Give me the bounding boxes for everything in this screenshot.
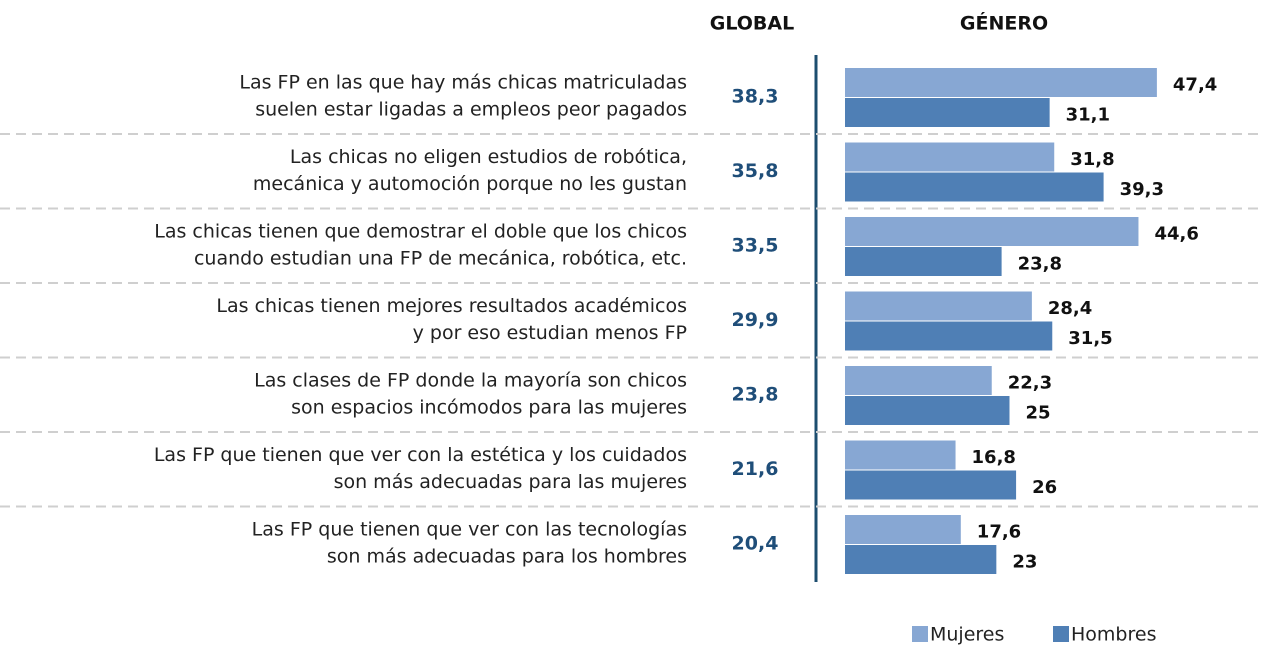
category-label: son espacios incómodos para las mujeres [291, 397, 687, 419]
value-label: 31,5 [1068, 328, 1112, 349]
category-label: suelen estar ligadas a empleos peor paga… [255, 99, 687, 121]
category-label: Las FP que tienen que ver con la estétic… [154, 444, 687, 466]
bar [845, 515, 961, 544]
legend-label: Mujeres [930, 624, 1004, 646]
bar [845, 470, 1017, 500]
bar [845, 440, 956, 470]
bar [845, 396, 1010, 425]
value-label: 23,8 [1018, 254, 1062, 275]
value-label: 44,6 [1154, 224, 1198, 245]
value-label: 31,1 [1066, 105, 1110, 126]
value-label: 47,4 [1173, 75, 1217, 96]
global-value: 38,3 [732, 86, 779, 108]
bar [845, 98, 1050, 127]
legend-label: Hombres [1071, 624, 1156, 646]
value-label: 39,3 [1120, 179, 1164, 200]
legend-swatch [1053, 626, 1069, 642]
value-label: 16,8 [972, 447, 1016, 468]
global-value: 23,8 [732, 384, 779, 406]
global-value: 20,4 [732, 533, 779, 555]
bar [845, 142, 1055, 172]
bar [845, 366, 992, 395]
bar [845, 247, 1002, 276]
global-value: 33,5 [732, 235, 779, 257]
global-value: 35,8 [732, 160, 779, 182]
bar [845, 172, 1104, 202]
value-label: 31,8 [1070, 149, 1114, 170]
value-label: 26 [1032, 477, 1057, 498]
category-label: son más adecuadas para las mujeres [334, 471, 687, 493]
category-label: son más adecuadas para los hombres [327, 546, 687, 568]
global-header: GLOBAL [710, 13, 794, 35]
category-label: Las chicas no eligen estudios de robótic… [290, 146, 687, 168]
category-label: Las chicas tienen mejores resultados aca… [216, 295, 687, 317]
value-label: 23 [1012, 552, 1037, 573]
value-label: 22,3 [1008, 373, 1052, 394]
legend-swatch [912, 626, 928, 642]
series-header: GÉNERO [960, 12, 1048, 35]
bar [845, 291, 1032, 321]
bar [845, 217, 1139, 246]
value-label: 28,4 [1048, 298, 1092, 319]
value-label: 17,6 [977, 522, 1021, 543]
global-value: 21,6 [732, 458, 779, 480]
bar [845, 321, 1053, 351]
category-label: Las FP que tienen que ver con las tecnol… [252, 519, 687, 541]
bar [845, 68, 1157, 97]
category-label: mecánica y automoción porque no les gust… [253, 173, 687, 195]
global-value: 29,9 [732, 309, 779, 331]
category-label: Las clases de FP donde la mayoría son ch… [254, 370, 687, 392]
value-label: 25 [1026, 403, 1051, 424]
category-label: y por eso estudian menos FP [413, 322, 687, 344]
category-label: cuando estudian una FP de mecánica, robó… [194, 248, 687, 270]
bar [845, 545, 997, 574]
category-label: Las chicas tienen que demostrar el doble… [154, 221, 687, 243]
category-label: Las FP en las que hay más chicas matricu… [239, 72, 687, 94]
